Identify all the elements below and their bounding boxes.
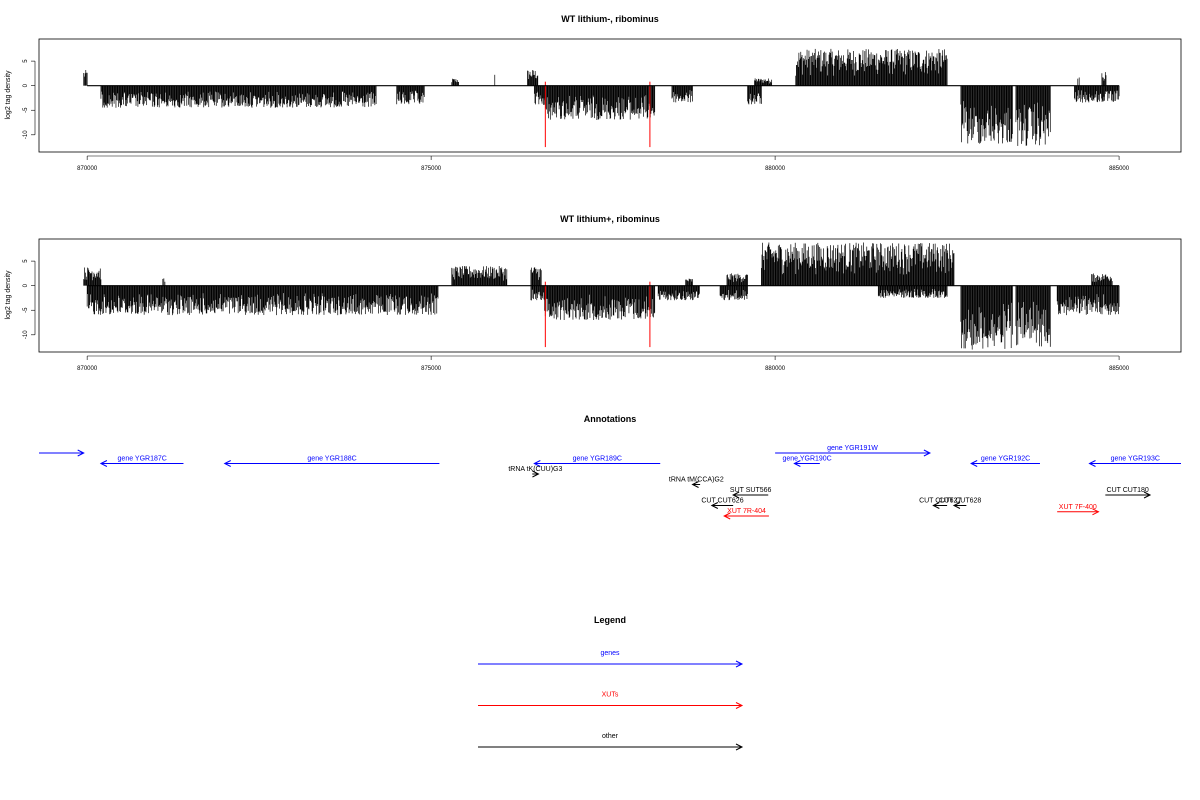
- y-axis-label: log2 tag density: [5, 270, 12, 320]
- y-axis-label: log2 tag density: [5, 70, 12, 120]
- plot-frame: [38, 38, 1182, 153]
- annotation-feature: gene YGR190C: [782, 456, 832, 467]
- feature-label: XUT 7R-404: [727, 508, 766, 515]
- plot-frame: [38, 238, 1182, 353]
- x-tick-label: 870000: [77, 166, 98, 172]
- x-tick-label: 875000: [421, 166, 442, 172]
- feature-label: gene YGR187C: [118, 456, 167, 463]
- chart-title: WT lithium+, ribominus: [560, 214, 660, 224]
- bar-layer: [83, 242, 1120, 350]
- x-tick-label: 880000: [765, 366, 786, 372]
- feature-label: tRNA tM(CCA)G2: [669, 477, 724, 484]
- y-tick-label: -10: [23, 330, 29, 339]
- feature-label: gene YGR190C: [782, 456, 831, 463]
- x-tick-label: 875000: [421, 366, 442, 372]
- annotation-feature: gene YGR193C: [1088, 456, 1181, 467]
- feature-label: CUT CUT627: [919, 498, 961, 505]
- annotations-track: Annotations gene YGR187C gene YGR188C gene…: [39, 414, 1181, 520]
- feature-label: CUT CUT626: [701, 498, 743, 505]
- annotation-feature: tRNA tK(CUU)G3: [508, 466, 562, 478]
- feature-label: gene YGR192C: [981, 456, 1030, 463]
- arrowhead: [793, 460, 801, 467]
- legend-label: XUTs: [602, 692, 619, 699]
- x-axis: 870000 875000 880000 885000: [77, 355, 1130, 372]
- annotation-feature: CUT CUT627: [919, 498, 961, 509]
- feature-label: CUT CUT628: [939, 498, 981, 505]
- y-axis: -10 -5 0 5: [23, 259, 36, 339]
- arrowhead: [223, 460, 231, 467]
- arrowhead: [1092, 508, 1100, 516]
- feature-label: gene YGR188C: [307, 456, 356, 463]
- arrowhead: [710, 502, 719, 509]
- arrowhead: [735, 743, 744, 751]
- x-tick-label: 880000: [765, 166, 786, 172]
- legend: Legend genes XUTs other: [478, 615, 744, 751]
- arrowhead: [77, 449, 85, 457]
- legend-items: genes XUTs other: [478, 650, 744, 751]
- annotation-feature: tRNA tM(CCA)G2: [669, 477, 724, 488]
- y-tick-label: 0: [23, 83, 29, 87]
- arrowhead: [1088, 460, 1096, 467]
- bar-layer: [83, 48, 1120, 146]
- legend-title: Legend: [594, 615, 626, 625]
- x-tick-label: 885000: [1109, 366, 1130, 372]
- annotation-feature: CUT CUT626: [701, 498, 744, 509]
- annotation-items: gene YGR187C gene YGR188C gene YGR189C tRNA…: [39, 445, 1181, 520]
- annotation-feature: gene YGR187C: [99, 456, 184, 467]
- arrowhead: [923, 449, 932, 457]
- annotation-feature: gene YGR192C: [970, 456, 1040, 467]
- track-panel-lithium-minus: WT lithium-, ribominus log2 tag density …: [5, 14, 1182, 172]
- y-tick-label: -5: [23, 107, 29, 113]
- feature-label: gene YGR191W: [827, 445, 878, 452]
- annotation-feature: gene YGR189C: [533, 456, 661, 467]
- arrowhead: [735, 660, 744, 668]
- annotation-feature: XUT 7F-400: [1057, 504, 1100, 516]
- legend-entry: genes: [478, 650, 744, 668]
- arrowhead: [1143, 491, 1152, 499]
- arrowhead: [735, 702, 744, 709]
- annotation-feature: [39, 449, 85, 457]
- feature-label: gene YGR193C: [1111, 456, 1160, 463]
- track-panel-lithium-plus: WT lithium+, ribominus log2 tag density …: [5, 214, 1182, 372]
- legend-label: other: [602, 733, 619, 740]
- chart-title: WT lithium-, ribominus: [561, 14, 659, 24]
- legend-label: genes: [600, 650, 620, 657]
- arrowhead: [533, 460, 541, 467]
- annotations-title: Annotations: [584, 414, 637, 424]
- y-axis: -10 -5 0 5: [23, 59, 36, 139]
- arrowhead: [952, 502, 961, 509]
- annotation-feature: gene YGR191W: [775, 445, 932, 457]
- annotation-feature: XUT 7R-404: [723, 508, 769, 520]
- y-tick-label: 0: [23, 283, 29, 287]
- arrowhead: [732, 491, 740, 499]
- y-tick-label: -5: [23, 307, 29, 313]
- x-tick-label: 870000: [77, 366, 98, 372]
- annotation-feature: SUT SUT566: [730, 487, 772, 499]
- y-tick-label: 5: [23, 59, 29, 63]
- feature-label: XUT 7F-400: [1059, 504, 1097, 511]
- y-tick-label: -10: [23, 130, 29, 139]
- arrowhead: [932, 502, 940, 509]
- legend-entry: XUTs: [478, 692, 744, 709]
- feature-label: SUT SUT566: [730, 487, 772, 494]
- annotation-feature: CUT CUT180: [1105, 487, 1152, 499]
- arrowhead: [532, 470, 540, 478]
- x-tick-label: 885000: [1109, 166, 1130, 172]
- annotation-feature: gene YGR188C: [223, 456, 440, 467]
- y-tick-label: 5: [23, 259, 29, 263]
- marker-layer: [544, 81, 651, 148]
- feature-label: CUT CUT180: [1107, 487, 1149, 494]
- annotation-feature: CUT CUT628: [939, 498, 981, 509]
- arrowhead: [970, 460, 978, 467]
- arrowhead: [723, 512, 731, 520]
- feature-label: tRNA tK(CUU)G3: [508, 466, 562, 473]
- marker-layer: [544, 281, 651, 348]
- arrowhead: [691, 481, 699, 488]
- arrowhead: [99, 460, 108, 467]
- legend-entry: other: [478, 733, 744, 751]
- feature-label: gene YGR189C: [573, 456, 622, 463]
- x-axis: 870000 875000 880000 885000: [77, 155, 1130, 172]
